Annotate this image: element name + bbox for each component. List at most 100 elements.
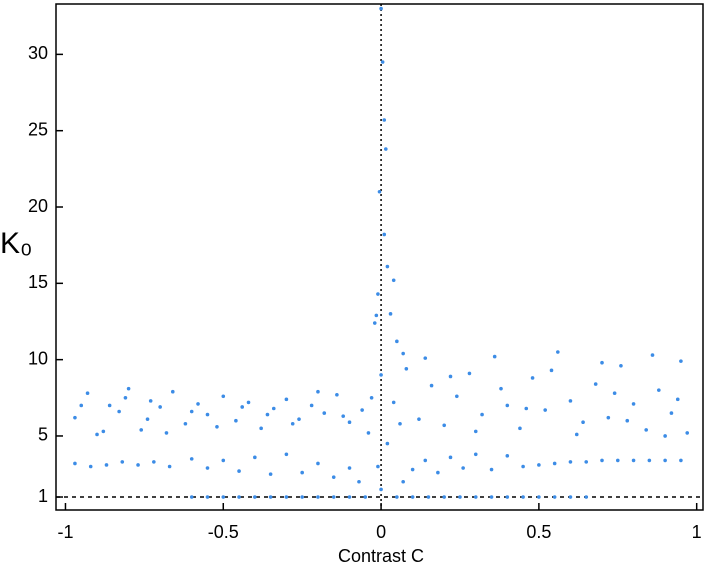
point: [265, 412, 270, 417]
point: [316, 461, 320, 466]
point: [240, 405, 245, 409]
point: [382, 232, 387, 237]
point: [205, 466, 210, 470]
point: [237, 495, 241, 499]
point: [423, 458, 428, 463]
point: [537, 495, 541, 499]
point: [395, 339, 399, 344]
point: [442, 495, 447, 499]
point: [429, 383, 434, 388]
point: [271, 406, 276, 411]
point: [388, 312, 393, 316]
point: [650, 353, 655, 357]
point: [139, 428, 144, 432]
point: [360, 408, 364, 412]
point: [347, 466, 352, 470]
y-tick-label: 25: [28, 119, 48, 139]
point: [584, 495, 589, 499]
point: [73, 461, 77, 466]
point: [253, 455, 257, 460]
point: [401, 479, 405, 484]
point: [300, 495, 304, 499]
y-tick-label: 20: [28, 196, 48, 216]
point: [448, 374, 453, 379]
point: [473, 452, 478, 457]
point: [568, 460, 573, 464]
point: [473, 495, 478, 499]
point: [552, 461, 557, 466]
point: [123, 396, 128, 400]
point: [284, 397, 289, 402]
x-tick-label: 0: [376, 522, 386, 542]
point: [612, 391, 617, 396]
y-axis-label: K₀: [0, 227, 32, 260]
point: [675, 397, 680, 402]
point: [657, 388, 661, 392]
point: [379, 373, 383, 377]
point: [600, 458, 604, 463]
y-tick-label: 15: [28, 272, 48, 292]
point: [380, 60, 385, 64]
point: [549, 368, 554, 373]
point: [448, 455, 453, 460]
point: [331, 495, 336, 499]
point: [152, 460, 156, 464]
point: [331, 475, 336, 479]
point: [455, 394, 459, 399]
point: [669, 411, 674, 415]
point: [374, 313, 379, 318]
point: [505, 454, 510, 458]
point: [467, 371, 472, 376]
point: [518, 426, 522, 431]
point: [369, 396, 374, 400]
point: [234, 418, 238, 423]
y-tick-label: 5: [38, 425, 48, 445]
point: [268, 495, 273, 499]
point: [401, 351, 405, 356]
point: [489, 495, 494, 499]
point: [268, 472, 273, 476]
point: [347, 495, 352, 499]
point: [79, 403, 84, 408]
point: [316, 495, 320, 499]
y-tick-label: 1: [38, 486, 48, 506]
point: [410, 495, 415, 499]
point: [167, 464, 172, 469]
point: [145, 417, 150, 421]
point: [376, 464, 380, 469]
point: [436, 470, 440, 475]
y-tick-label: 30: [28, 43, 48, 63]
point: [410, 467, 415, 472]
point: [391, 278, 396, 283]
point: [537, 463, 541, 467]
point: [297, 417, 301, 421]
point: [237, 469, 241, 473]
point: [215, 425, 219, 429]
point: [530, 376, 535, 380]
point: [136, 463, 140, 467]
point: [461, 466, 465, 470]
point: [600, 360, 604, 365]
x-axis-label: Contrast C: [338, 546, 424, 566]
point: [679, 458, 683, 463]
point: [625, 418, 630, 423]
x-tick-label: -0.5: [208, 522, 239, 542]
point: [606, 415, 611, 420]
point: [568, 399, 573, 403]
point: [95, 432, 99, 437]
x-tick-label: -1: [57, 522, 73, 542]
point: [189, 495, 194, 499]
point: [366, 431, 371, 435]
point: [385, 264, 390, 269]
point: [581, 420, 585, 425]
point: [322, 411, 327, 415]
point: [552, 495, 557, 499]
point: [423, 356, 428, 360]
point: [521, 464, 525, 469]
point: [253, 495, 257, 499]
point: [189, 409, 194, 414]
point: [417, 417, 421, 421]
point: [524, 406, 529, 411]
point: [363, 495, 368, 499]
